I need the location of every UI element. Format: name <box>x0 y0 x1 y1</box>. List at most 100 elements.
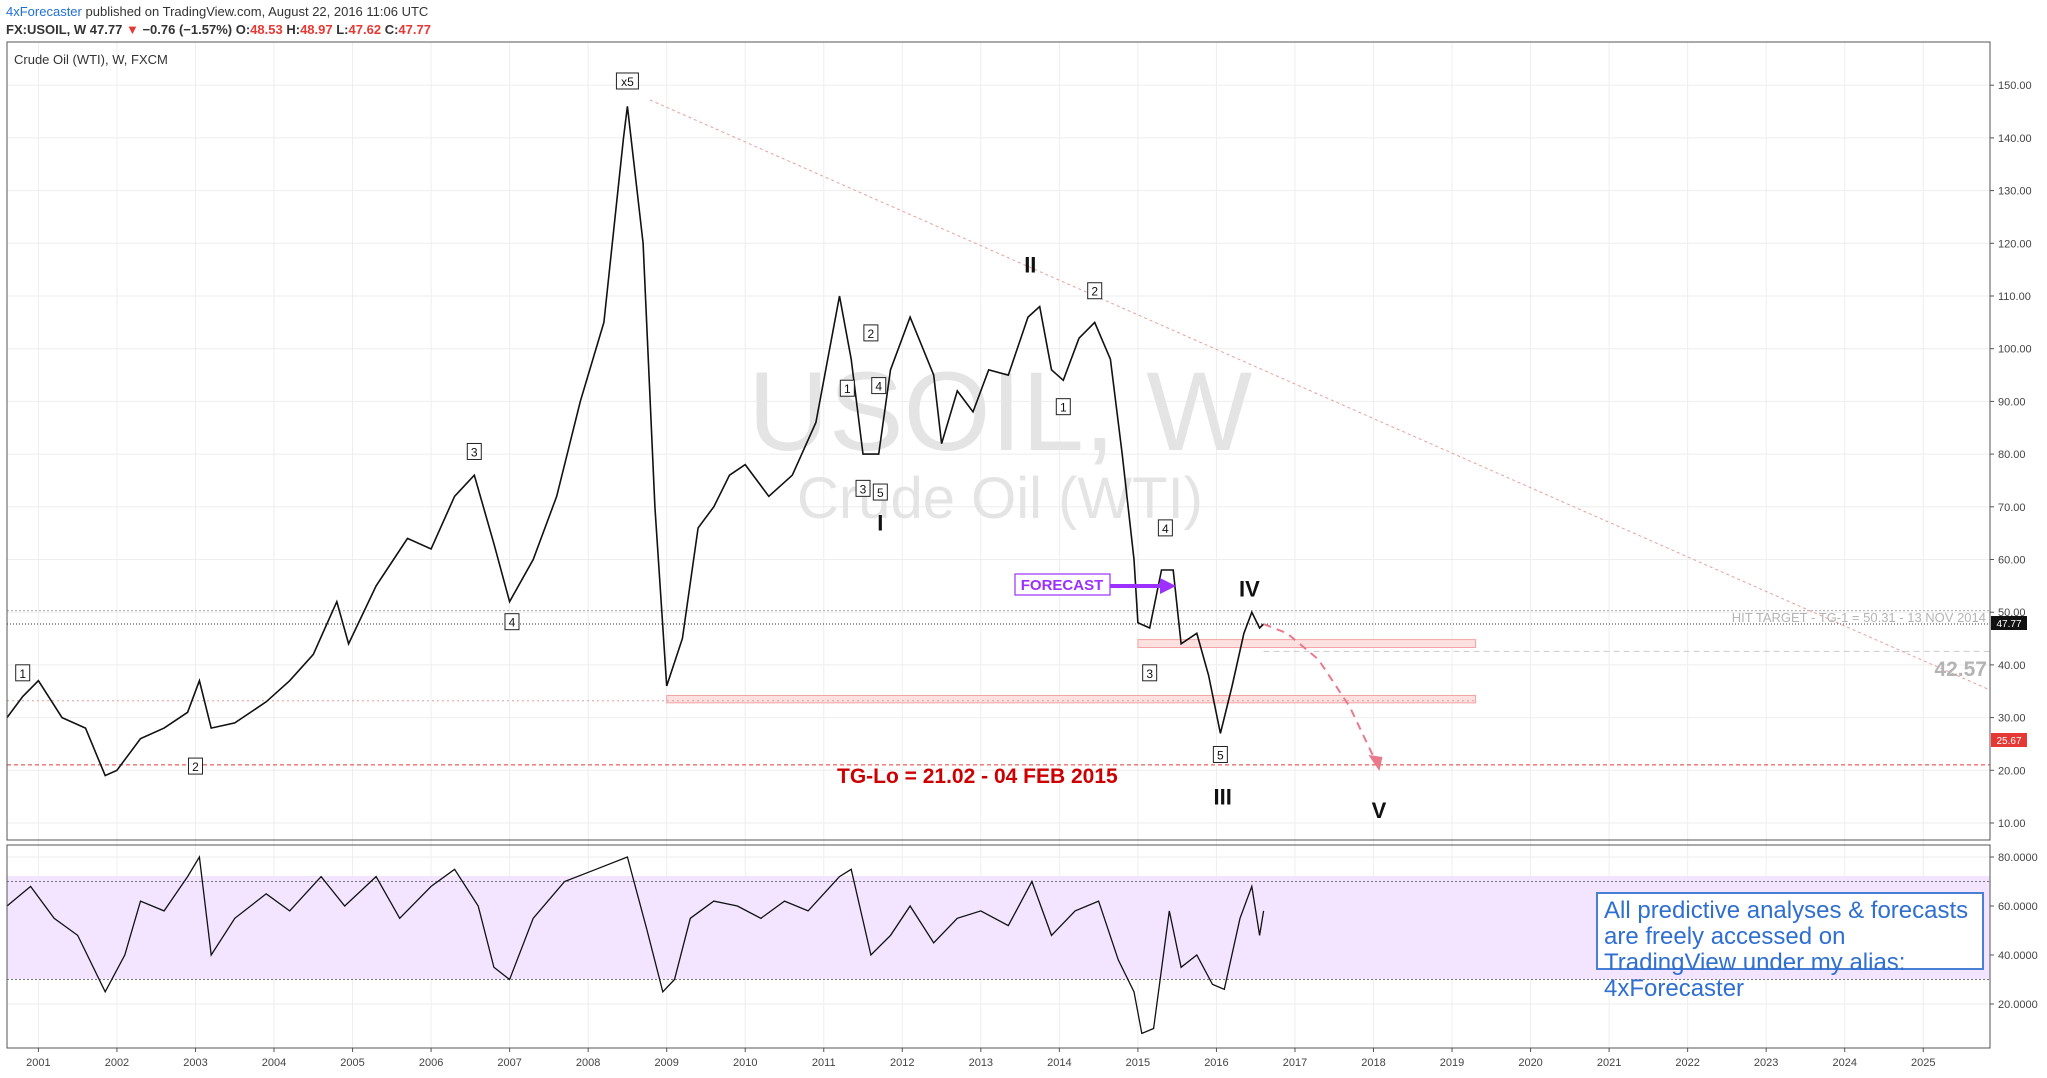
hit-target-label: HIT TARGET - TG-1 = 50.31 - 13 NOV 2014 <box>1732 610 1986 625</box>
wave-label: II <box>1024 252 1036 277</box>
wave-box <box>871 377 887 395</box>
open-label: O: <box>235 22 251 37</box>
forecast-box <box>1014 573 1111 596</box>
wave-box <box>187 757 203 775</box>
wave-label: 5 <box>1212 745 1228 763</box>
y-tick-label: 80.00 <box>1998 449 2026 461</box>
price-tag-text: 47.77 <box>1996 619 2021 630</box>
y-tick-label: 140.00 <box>1998 133 2032 145</box>
wave-label: 1 <box>1055 398 1071 416</box>
wave-label: 2 <box>863 324 879 342</box>
wave-label-text: 2 <box>192 760 199 774</box>
rsi-tick-label: 80.0000 <box>1998 852 2038 864</box>
open-value: 48.53 <box>250 22 283 37</box>
wave-label: III <box>1214 785 1232 810</box>
wave-label-text: 4 <box>509 616 516 630</box>
x-tick-label: 2018 <box>1361 1057 1385 1069</box>
wave-label-text: III <box>1214 785 1232 810</box>
y-tick-label: 70.00 <box>1998 502 2026 514</box>
x-tick-label: 2015 <box>1126 1057 1150 1069</box>
forecast-path <box>1263 623 1379 766</box>
wave-label: 4 <box>1157 519 1173 537</box>
close-label: C: <box>384 22 399 37</box>
down-arrow-icon: ▼ <box>125 22 139 37</box>
y-tick-label: 130.00 <box>1998 186 2032 198</box>
wave-label: 1 <box>15 664 31 682</box>
symbol-name: FX:USOIL, W <box>6 22 87 37</box>
x-tick-label: 2005 <box>340 1057 364 1069</box>
price-series-line <box>6 106 1265 777</box>
symbol-label: Crude Oil (WTI), W, FXCM <box>14 52 168 67</box>
y-tick-label: 120.00 <box>1998 238 2032 250</box>
x-tick-label: 2007 <box>497 1057 521 1069</box>
price-change: −0.76 (−1.57%) <box>142 22 233 37</box>
x-tick-label: 2008 <box>576 1057 600 1069</box>
support-zones <box>666 639 1477 704</box>
forecast-arrowhead <box>1368 755 1383 772</box>
x-tick-label: 2020 <box>1518 1057 1542 1069</box>
trendline[interactable] <box>649 99 1991 691</box>
wave-label-text: 3 <box>860 482 867 496</box>
wave-label-text: 1 <box>1060 401 1067 415</box>
x-tick-label: 2011 <box>812 1057 836 1069</box>
wave-label-text: V <box>1372 798 1387 823</box>
wave-label: 2 <box>187 757 203 775</box>
high-value: 48.97 <box>300 22 333 37</box>
close-value: 47.77 <box>398 22 431 37</box>
forecast-arrow-icon <box>1160 578 1176 594</box>
price-tag <box>1991 616 2027 630</box>
x-tick-label: 2010 <box>733 1057 757 1069</box>
wave-box <box>1212 745 1228 763</box>
rsi-line <box>6 855 1265 1035</box>
wave-label-text: I <box>877 511 883 536</box>
wave-box <box>1055 398 1071 416</box>
last-price: 47.77 <box>89 22 123 37</box>
y-tick-label: 60.00 <box>1998 555 2026 567</box>
low-label: L: <box>336 22 349 37</box>
wave-label: IV <box>1239 576 1260 601</box>
wave-box <box>863 324 879 342</box>
wave-label-text: 5 <box>877 486 884 500</box>
y-tick-label: 110.00 <box>1998 291 2031 303</box>
wave-label: I <box>877 511 883 536</box>
wave-box <box>1087 282 1103 300</box>
wave-label-text: 3 <box>1146 667 1153 681</box>
rsi-axis: 20.0000 40.0000 60.0000 80.0000 <box>1990 852 2038 1011</box>
wave-box <box>839 379 855 397</box>
wave-label: 3 <box>855 479 871 497</box>
low-tag <box>1991 733 2027 747</box>
y-tick-label: 150.00 <box>1998 80 2032 92</box>
x-tick-label: 2022 <box>1675 1057 1699 1069</box>
x-tick-label: 2023 <box>1754 1057 1778 1069</box>
x-tick-label: 2019 <box>1440 1057 1464 1069</box>
info-box: All predictive analyses & forecasts are … <box>1596 892 1984 1002</box>
wave-label-text: 1 <box>19 667 26 681</box>
rsi-pane-border <box>6 844 1991 1049</box>
x-tick-label: 2016 <box>1204 1057 1228 1069</box>
level-42-57-label: 42.57 <box>1934 658 1987 681</box>
wave-label: 1 <box>839 379 855 397</box>
main-pane-border <box>6 41 1991 841</box>
x-tick-label: 2025 <box>1911 1057 1935 1069</box>
wave-label: x5 <box>615 72 639 90</box>
wave-label-text: x5 <box>621 75 634 89</box>
time-axis: 2001 2002 2003 2004 2005 2006 2007 2008 2009 2010… <box>26 1048 1935 1069</box>
chart-frame <box>6 41 1991 1049</box>
wave-label: 4 <box>871 377 887 395</box>
wave-box <box>504 613 520 631</box>
wave-box <box>1142 664 1158 682</box>
x-tick-label: 2013 <box>969 1057 993 1069</box>
forecast-label: FORECAST <box>1021 577 1104 594</box>
wave-label: 3 <box>1142 664 1158 682</box>
x-tick-label: 2001 <box>26 1057 50 1069</box>
wave-label: 3 <box>466 442 482 460</box>
y-tick-label: 30.00 <box>1998 713 2026 725</box>
publish-info: published on TradingView.com, August 22,… <box>85 4 429 19</box>
tg-lo-label: TG-Lo = 21.02 - 04 FEB 2015 <box>837 765 1118 788</box>
x-tick-label: 2002 <box>105 1057 129 1069</box>
price-axis: 10.0020.0030.0040.0050.0060.0070.0080.00… <box>1990 80 2032 830</box>
author-link[interactable]: 4xForecaster <box>6 4 82 19</box>
wave-box <box>1157 519 1173 537</box>
y-tick-label: 40.00 <box>1998 660 2026 672</box>
y-tick-label: 10.00 <box>1998 818 2026 830</box>
